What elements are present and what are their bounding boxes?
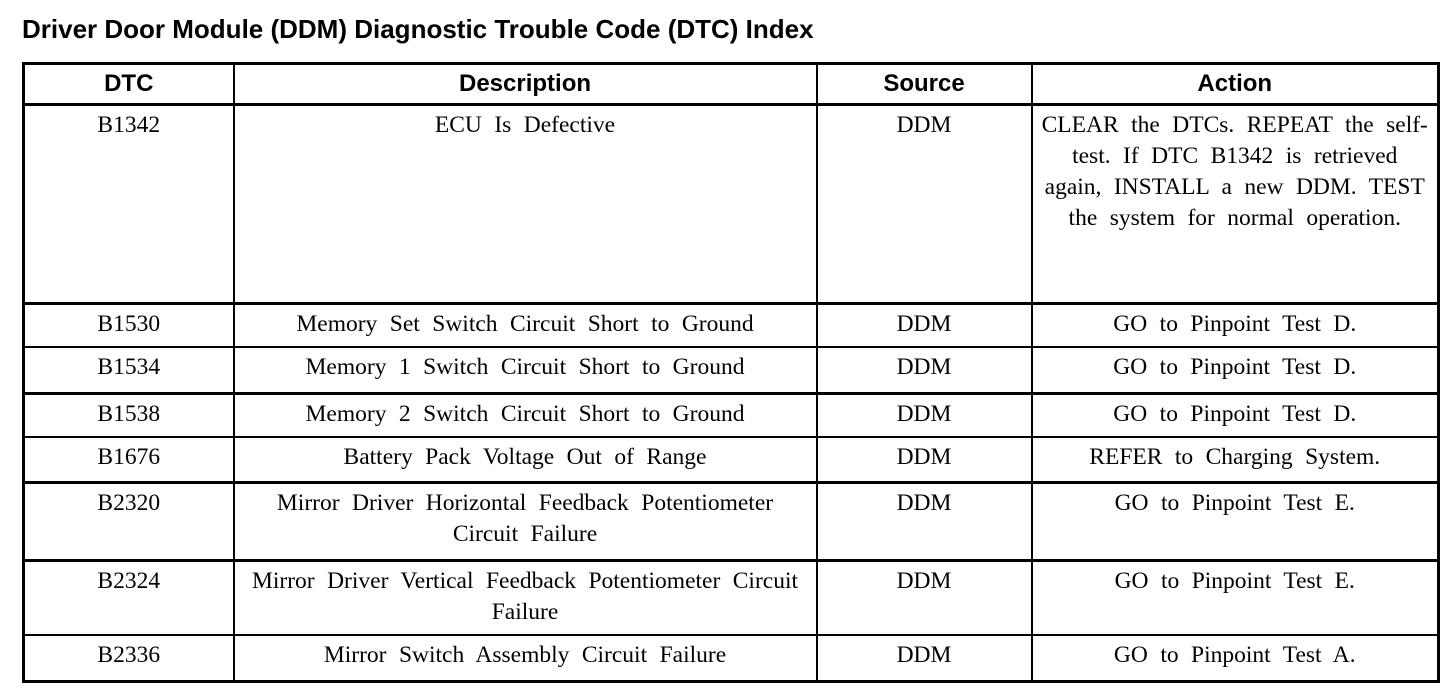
action-cell: GO to Pinpoint Test D. (1030, 391, 1440, 438)
action-cell: GO to Pinpoint Test E. (1030, 480, 1440, 561)
table-row: B2324 Mirror Driver Vertical Feedback Po… (22, 558, 1440, 636)
source-cell: DDM (815, 480, 1033, 561)
source-cell: DDM (815, 346, 1033, 394)
table-header-row: DTC Description Source Action (22, 62, 1440, 106)
source-cell: DDM (815, 558, 1033, 636)
action-cell: GO to Pinpoint Test A. (1030, 634, 1440, 682)
action-cell: CLEAR the DTCs. REPEAT the self-test. If… (1030, 103, 1440, 305)
source-cell: DDM (815, 103, 1033, 305)
dtc-index-table: DTC Description Source Action B1342 ECU … (22, 62, 1440, 683)
table-row: B1538 Memory 2 Switch Circuit Short to G… (22, 391, 1440, 438)
description-cell: Mirror Driver Vertical Feedback Potentio… (232, 558, 818, 636)
table-row: B2336 Mirror Switch Assembly Circuit Fai… (22, 634, 1440, 682)
description-cell: Battery Pack Voltage Out of Range (232, 436, 818, 483)
dtc-cell: B2324 (22, 558, 235, 636)
action-cell: GO to Pinpoint Test D. (1030, 302, 1440, 348)
dtc-cell: B1530 (22, 302, 235, 348)
description-cell: Mirror Switch Assembly Circuit Failure (232, 634, 818, 682)
source-cell: DDM (815, 302, 1033, 348)
table-row: B1534 Memory 1 Switch Circuit Short to G… (22, 346, 1440, 394)
description-cell: Memory Set Switch Circuit Short to Groun… (232, 302, 818, 348)
dtc-cell: B1676 (22, 436, 235, 483)
column-header-dtc: DTC (22, 62, 235, 106)
column-header-source: Source (815, 62, 1033, 106)
description-cell: ECU Is Defective (232, 103, 818, 305)
column-header-description: Description (232, 62, 818, 106)
source-cell: DDM (815, 634, 1033, 682)
dtc-cell: B1534 (22, 346, 235, 394)
dtc-cell: B1538 (22, 391, 235, 438)
description-cell: Memory 1 Switch Circuit Short to Ground (232, 346, 818, 394)
table-row: B2320 Mirror Driver Horizontal Feedback … (22, 480, 1440, 561)
source-cell: DDM (815, 436, 1033, 483)
description-cell: Mirror Driver Horizontal Feedback Potent… (232, 480, 818, 561)
table-row: B1676 Battery Pack Voltage Out of Range … (22, 436, 1440, 483)
table-row: B1530 Memory Set Switch Circuit Short to… (22, 302, 1440, 348)
dtc-cell: B2336 (22, 634, 235, 682)
action-cell: GO to Pinpoint Test E. (1030, 558, 1440, 636)
column-header-action: Action (1030, 62, 1440, 106)
action-cell: GO to Pinpoint Test D. (1030, 346, 1440, 394)
page-title: Driver Door Module (DDM) Diagnostic Trou… (22, 14, 814, 44)
dtc-cell: B1342 (22, 103, 235, 305)
action-cell: REFER to Charging System. (1030, 436, 1440, 483)
description-cell: Memory 2 Switch Circuit Short to Ground (232, 391, 818, 438)
dtc-cell: B2320 (22, 480, 235, 561)
table-row: B1342 ECU Is Defective DDM CLEAR the DTC… (22, 103, 1440, 305)
source-cell: DDM (815, 391, 1033, 438)
